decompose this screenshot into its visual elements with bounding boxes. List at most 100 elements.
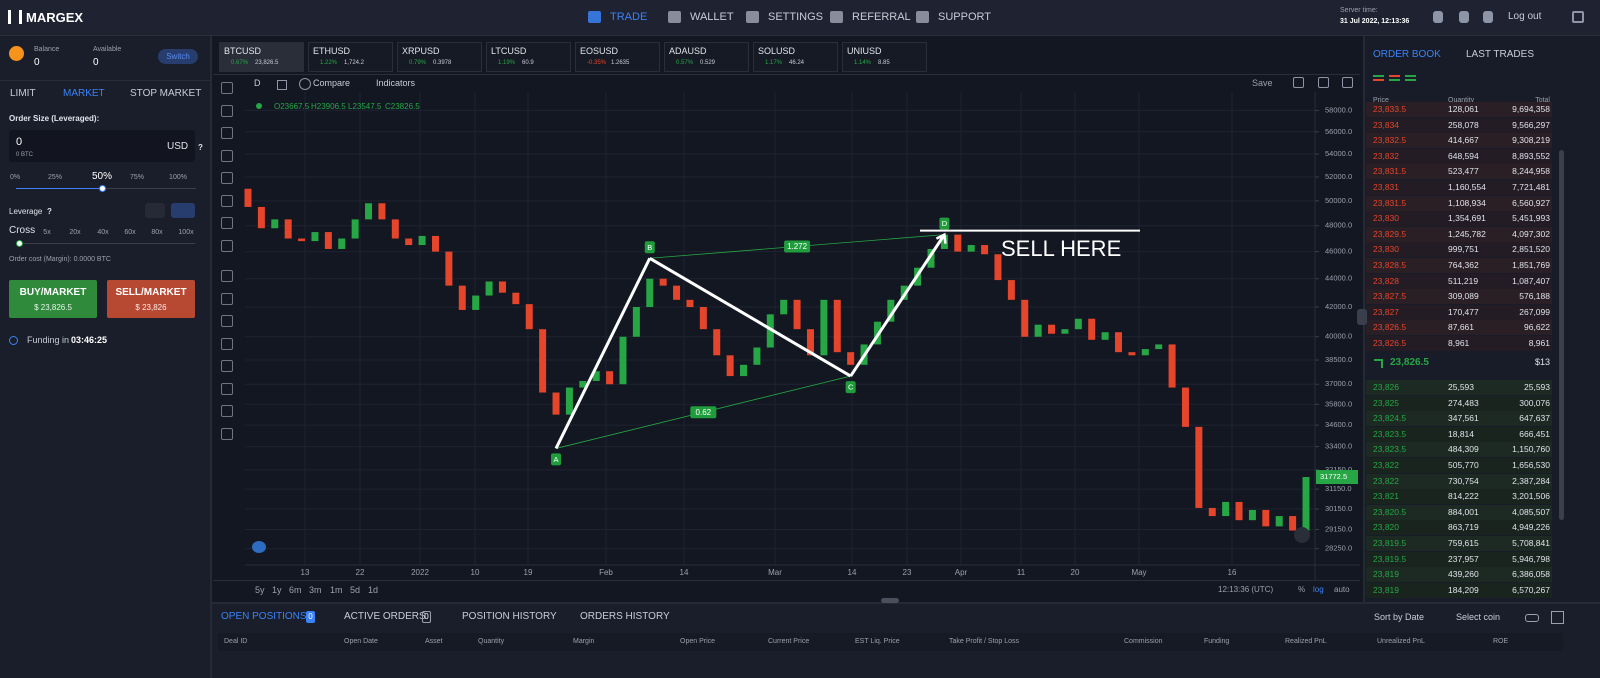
ticker-change[interactable]: 1.17% [765,60,783,66]
order-type-tab[interactable]: STOP MARKET [130,88,202,99]
coin-select[interactable]: Select coin [1456,612,1501,622]
ticker-tab[interactable] [486,42,571,72]
order-row[interactable] [1366,320,1552,336]
drawing-tool[interactable] [221,360,233,372]
order-row[interactable] [1366,289,1552,305]
ticker-price[interactable]: 1.2635 [611,60,630,66]
order-size-input[interactable] [9,130,195,162]
order-row[interactable] [1366,411,1552,427]
scroll-right[interactable] [1294,527,1310,543]
positions-tab[interactable]: ORDERS HISTORY [580,611,670,622]
leverage-option[interactable]: 20x [69,229,81,236]
sell-price[interactable]: $ 23,826 [135,303,167,312]
ticker-tab[interactable] [664,42,749,72]
timeframe[interactable]: 1d [368,585,379,595]
leverage-option[interactable]: 80x [151,229,163,236]
view-icon[interactable] [1373,75,1384,77]
bars-icon[interactable] [277,80,287,90]
ticker-change[interactable]: 1.22% [320,60,338,66]
slider-label[interactable]: 0% [9,174,21,181]
switch-button[interactable] [158,49,198,64]
timeframe[interactable]: 5d [350,585,361,595]
scale-option[interactable]: log [1313,585,1324,594]
buy-label[interactable]: BUY/MARKET [19,287,87,298]
drawing-tool[interactable] [221,149,233,162]
expand-icon[interactable] [1551,611,1564,624]
timeframe[interactable]: 1y [272,585,282,595]
drawing-tool[interactable] [221,337,233,350]
drawing-tool[interactable] [221,194,233,207]
ticker-tab[interactable] [397,42,482,72]
compare[interactable]: Compare [313,78,351,88]
switch-label[interactable]: Switch [166,52,190,61]
drawing-tool[interactable] [221,427,233,440]
view-icon[interactable] [1405,79,1416,81]
ticker-tab[interactable] [219,42,304,72]
ticker-change[interactable]: 1.14% [854,60,872,66]
leverage-mode[interactable] [145,203,165,218]
order-row[interactable] [1366,582,1552,598]
order-row[interactable] [1366,148,1552,164]
ticker-symbol[interactable]: ADAUSD [669,46,707,56]
scrollbar[interactable] [1559,150,1564,520]
leverage-mode[interactable] [171,203,195,218]
order-row[interactable] [1366,458,1552,473]
order-row[interactable] [1366,442,1552,458]
positions-tab[interactable]: OPEN POSITIONS [221,611,307,622]
ticker-symbol[interactable]: BTCUSD [224,46,262,56]
view-icon[interactable] [1373,79,1384,81]
order-row[interactable] [1366,567,1552,583]
ticker-symbol[interactable]: EOSUSD [580,46,619,56]
nav-item[interactable]: TRADE [610,11,648,23]
save[interactable]: Save [1252,78,1273,88]
drawing-tool[interactable] [221,292,233,305]
drawing-tool[interactable] [221,127,233,139]
order-row[interactable] [1366,273,1552,289]
sell-label[interactable]: SELL/MARKET [115,287,187,298]
slider-label[interactable]: 100% [169,174,187,181]
order-type-tab[interactable]: MARKET [63,88,105,99]
drawing-tool[interactable] [221,382,233,395]
toolbar-icon[interactable] [1342,77,1353,88]
panel-toggle[interactable] [1357,309,1367,325]
timeframe[interactable]: 3m [309,585,322,595]
drawing-tool[interactable] [221,172,233,184]
scale-option[interactable]: auto [1334,585,1350,594]
nav-item[interactable]: REFERRAL [852,11,911,23]
toolbar-icon[interactable] [1293,77,1304,88]
leverage-option[interactable]: 5x [43,229,51,236]
ticker-change[interactable]: 0.57% [676,60,694,66]
nav-item[interactable]: SETTINGS [768,11,824,23]
ticker-symbol[interactable]: LTCUSD [491,46,527,56]
order-row[interactable] [1366,489,1552,505]
ticker-symbol[interactable]: UNIUSD [847,46,882,56]
logout[interactable]: Log out [1508,11,1542,22]
order-row[interactable] [1366,504,1552,520]
leverage-thumb[interactable] [16,240,23,247]
ticker-price[interactable]: 0.529 [700,60,716,66]
view-icon[interactable] [1389,79,1400,81]
sort-select[interactable]: Sort by Date [1374,612,1425,622]
order-row[interactable] [1366,133,1552,149]
order-row[interactable] [1366,380,1552,395]
order-row[interactable] [1366,102,1552,117]
drawing-tool[interactable] [221,239,233,252]
nav-item[interactable]: SUPPORT [938,11,991,23]
ticker-change[interactable]: -0.35% [587,60,607,66]
drawing-tool[interactable] [221,217,233,229]
order-row[interactable] [1366,304,1552,320]
ticker-symbol[interactable]: XRPUSD [402,46,440,56]
order-row[interactable] [1366,180,1552,195]
slider-label[interactable]: 25% [47,174,63,181]
order-row[interactable] [1366,242,1552,258]
drawing-tool[interactable] [221,82,233,94]
nav-item[interactable]: WALLET [690,11,734,23]
order-row[interactable] [1366,551,1552,567]
ticker-price[interactable]: 46.24 [789,60,805,66]
drawing-tool[interactable] [221,405,233,417]
order-row[interactable] [1366,336,1552,351]
order-type-tab[interactable]: LIMIT [10,88,36,99]
compare-icon[interactable] [299,78,311,90]
timeframe[interactable]: 6m [289,585,302,595]
ticker-price[interactable]: 0.3978 [433,60,452,66]
